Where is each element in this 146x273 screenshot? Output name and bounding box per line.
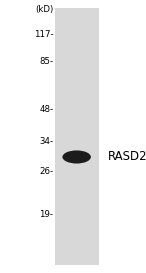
Text: (kD): (kD) (35, 5, 53, 14)
Ellipse shape (62, 150, 91, 164)
Text: 85-: 85- (39, 57, 53, 66)
Text: 48-: 48- (39, 105, 53, 114)
Text: 19-: 19- (39, 210, 53, 219)
Text: RASD2: RASD2 (108, 150, 146, 164)
Text: 26-: 26- (39, 168, 53, 176)
FancyBboxPatch shape (55, 8, 99, 265)
Text: 34-: 34- (39, 138, 53, 146)
Text: 117-: 117- (34, 30, 53, 38)
